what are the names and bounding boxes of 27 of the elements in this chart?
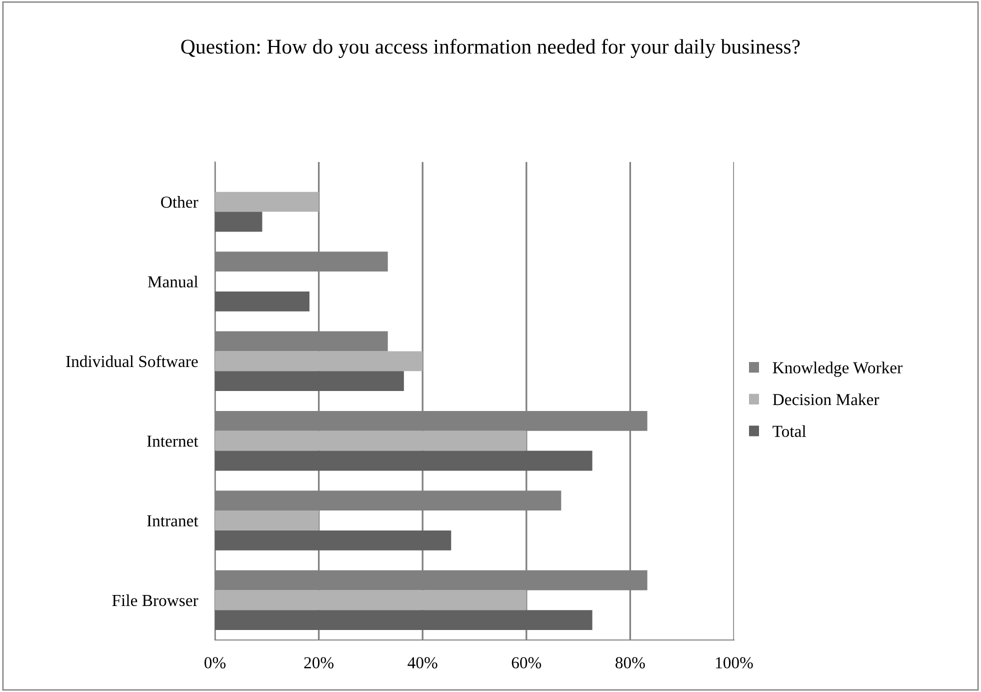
x-tick-label: 0% bbox=[204, 657, 226, 668]
x-tick-label: 60% bbox=[512, 657, 542, 668]
bar bbox=[215, 351, 423, 372]
legend-label: Knowledge Worker bbox=[772, 362, 902, 377]
bar bbox=[215, 590, 526, 610]
legend-label: Decision Maker bbox=[772, 393, 880, 406]
y-tick-label: File Browser bbox=[112, 594, 198, 606]
chart-title: Question: How do you access information needed for your daily business? bbox=[181, 38, 800, 58]
x-tick-label: 80% bbox=[616, 657, 645, 668]
x-tick-label: 40% bbox=[408, 657, 438, 668]
bar bbox=[215, 450, 592, 471]
y-tick-label: Other bbox=[161, 196, 198, 208]
bar bbox=[215, 371, 404, 392]
bar bbox=[215, 192, 319, 212]
y-tick-label: Individual Software bbox=[66, 355, 198, 368]
bar bbox=[215, 510, 319, 530]
x-tick-label: 100% bbox=[716, 657, 753, 668]
x-tick-label: 20% bbox=[304, 657, 334, 668]
bar bbox=[215, 430, 526, 451]
bar bbox=[215, 530, 452, 550]
y-tick-label: Intranet bbox=[147, 515, 198, 526]
bar bbox=[215, 291, 310, 312]
legend-label: Total bbox=[772, 425, 806, 437]
y-tick-label: Internet bbox=[147, 436, 198, 447]
bar bbox=[215, 610, 592, 630]
bar bbox=[215, 212, 262, 232]
y-tick-label: Manual bbox=[148, 276, 198, 288]
